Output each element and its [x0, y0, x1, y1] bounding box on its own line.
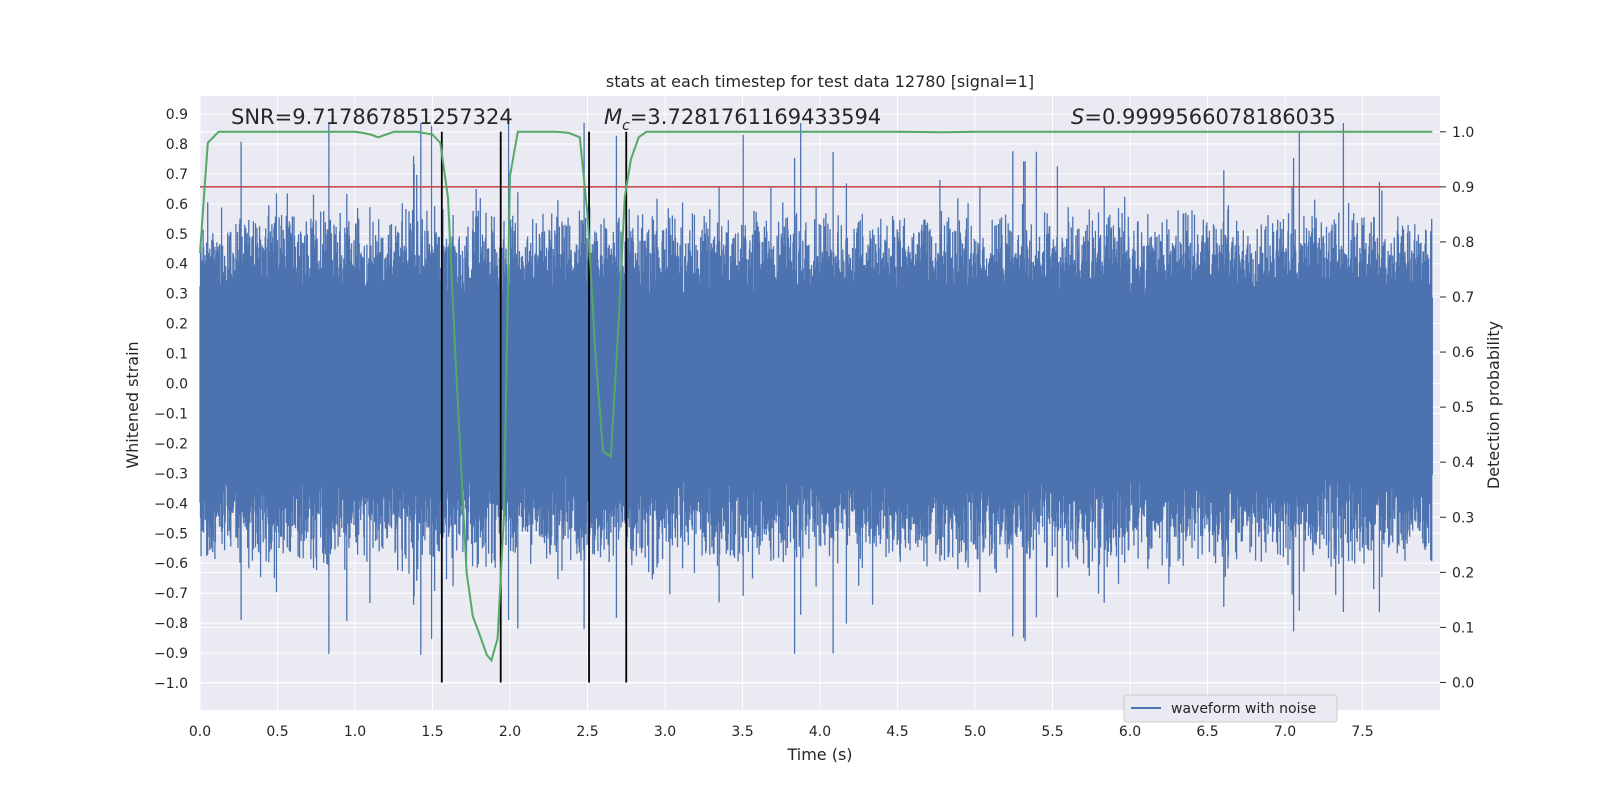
y-left-tick-label: −0.8 [154, 616, 188, 632]
y-right-tick-label: 0.4 [1452, 455, 1474, 471]
x-tick-label: 6.0 [1119, 724, 1141, 740]
y-left-tick-label: −0.3 [154, 466, 188, 482]
y-left-tick-label: 0.9 [166, 107, 188, 123]
y-left-tick-label: 0.7 [166, 167, 188, 183]
chirp-mass-value: =3.7281761169433594 [630, 105, 881, 129]
legend: waveform with noise [1123, 694, 1338, 723]
y-right-tick-label: 0.0 [1452, 675, 1474, 691]
x-axis-label: Time (s) [786, 745, 852, 764]
y-left-tick-label: 0.1 [166, 347, 188, 363]
y-left-tick-label: −0.7 [154, 586, 188, 602]
y-left-tick-label: −0.1 [154, 406, 188, 422]
y-axis-right-label: Detection probability [1484, 321, 1503, 489]
y-left-tick-label: −0.6 [154, 556, 188, 572]
y-right-tick-label: 0.1 [1452, 620, 1474, 636]
y-left-tick-label: −1.0 [154, 676, 188, 692]
chart-title: stats at each timestep for test data 127… [606, 72, 1034, 91]
x-tick-label: 0.5 [266, 724, 288, 740]
chirp-mass-subscript: c [622, 118, 630, 134]
y-left-tick-label: −0.4 [154, 496, 188, 512]
x-tick-label: 1.0 [344, 724, 366, 740]
x-tick-label: 1.5 [421, 724, 443, 740]
y-left-tick-label: −0.5 [154, 526, 188, 542]
x-tick-label: 2.0 [499, 724, 521, 740]
y-right-tick-label: 0.6 [1452, 345, 1474, 361]
x-tick-label: 3.0 [654, 724, 676, 740]
y-right-tick-label: 0.9 [1452, 180, 1474, 196]
y-right-tick-label: 0.2 [1452, 565, 1474, 581]
legend-box [1123, 694, 1338, 723]
overlays [199, 130, 1440, 683]
waveform-line [199, 123, 1433, 655]
x-tick-label: 5.0 [964, 724, 986, 740]
detection-probability-line [199, 130, 1433, 663]
tick-labels: 0.0 0.5 1.0 1.5 2.0 2.5 3.0 3.5 4.0 4.5 5.0 5.5 6.0 6… [154, 107, 1474, 740]
y-left-tick-label: −0.2 [154, 436, 188, 452]
y-right-tick-label: 1.0 [1452, 125, 1474, 141]
x-tick-label: 0.0 [189, 724, 211, 740]
significance-value: =0.9999566078186035 [1084, 105, 1335, 129]
chirp-mass-annotation: Mc=3.7281761169433594 [604, 105, 881, 134]
significance-annotation: S=0.9999566078186035 [1071, 105, 1336, 129]
significance-symbol: S [1071, 105, 1084, 129]
y-right-tick-label: 0.8 [1452, 235, 1474, 251]
x-tick-label: 4.5 [886, 724, 908, 740]
y-left-tick-label: 0.6 [166, 197, 188, 213]
x-tick-label: 7.0 [1274, 724, 1296, 740]
x-tick-label: 7.5 [1351, 724, 1373, 740]
y-axis-left-label: Whitened strain [123, 341, 142, 468]
y-left-tick-label: 0.2 [166, 317, 188, 333]
legend-label: waveform with noise [1171, 701, 1316, 717]
y-left-tick-label: 0.3 [166, 287, 188, 303]
waveform-series [199, 123, 1433, 655]
y-right-tick-label: 0.7 [1452, 290, 1474, 306]
y-right-tick-label: 0.5 [1452, 400, 1474, 416]
x-tick-label: 6.5 [1196, 724, 1218, 740]
y-left-tick-label: 0.4 [166, 257, 188, 273]
x-tick-label: 5.5 [1041, 724, 1063, 740]
y-right-tick-label: 0.3 [1452, 510, 1474, 526]
y-left-tick-label: 0.8 [166, 137, 188, 153]
y-left-tick-label: 0.0 [166, 377, 188, 393]
x-tick-label: 3.5 [731, 724, 753, 740]
chirp-mass-symbol: M [604, 105, 622, 129]
y-left-tick-label: 0.5 [166, 227, 188, 243]
snr-annotation: SNR=9.717867851257324 [231, 105, 513, 129]
x-tick-label: 2.5 [576, 724, 598, 740]
y-left-tick-label: −0.9 [154, 646, 188, 662]
x-tick-label: 4.0 [809, 724, 831, 740]
